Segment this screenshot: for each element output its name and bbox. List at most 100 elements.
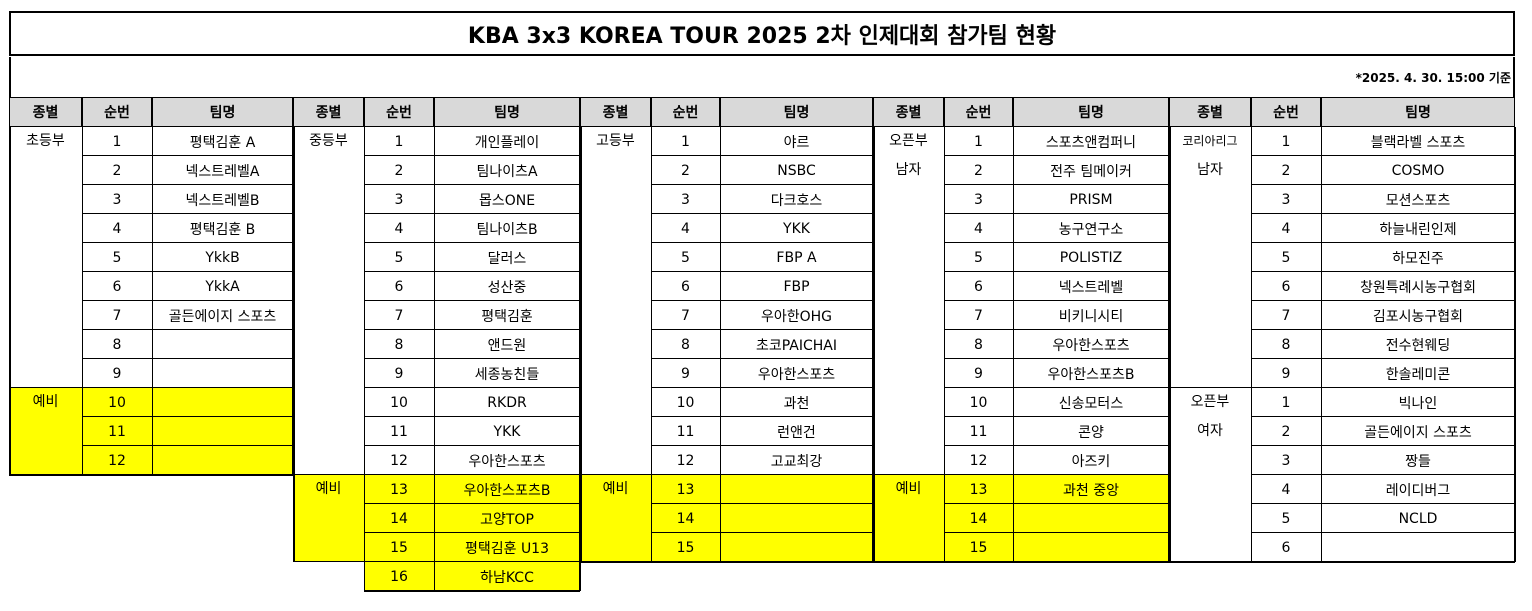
team-cell: 골든에이지 스포츠 xyxy=(1364,424,1472,441)
order-cell: 2 xyxy=(974,162,983,179)
grid-line xyxy=(873,561,1169,563)
team-cell: 앤드원 xyxy=(487,337,527,354)
header-order: 순번 xyxy=(944,97,1013,127)
order-cell: 5 xyxy=(1281,249,1291,266)
order-cell: 13 xyxy=(651,475,720,504)
team-cell: 레이디버그 xyxy=(1385,482,1451,499)
grid-line xyxy=(944,358,1169,359)
reserve-label: 예비 xyxy=(9,388,82,475)
division-name: 고등부 xyxy=(596,133,635,149)
team-cell: COSMO xyxy=(1391,162,1445,179)
grid-line xyxy=(82,184,293,185)
grid-line xyxy=(82,300,293,301)
order-cell: 12 xyxy=(969,452,988,469)
team-cell: 빅나인 xyxy=(1398,395,1438,412)
division-gender: 남자 xyxy=(895,162,922,178)
team-cell: 우아한스포츠B xyxy=(1047,366,1135,383)
division-name: 초등부 xyxy=(26,133,65,149)
order-cell: 9 xyxy=(681,365,690,382)
team-cell: 세종농친들 xyxy=(474,366,540,383)
page-title: KBA 3x3 KOREA TOUR 2025 2차 인제대회 참가팀 현황 xyxy=(9,11,1515,56)
team-cell: 스포츠앤컴퍼니 xyxy=(1045,134,1137,151)
grid-line xyxy=(364,358,580,359)
grid-line xyxy=(651,503,873,504)
team-cell xyxy=(152,446,293,475)
grid-line xyxy=(82,445,293,446)
grid-line xyxy=(1251,329,1515,330)
header-order: 순번 xyxy=(364,97,434,127)
grid-line xyxy=(651,358,873,359)
team-cell xyxy=(152,359,293,388)
grid-line xyxy=(364,445,580,446)
order-cell: 5 xyxy=(681,249,690,266)
order-cell: 1 xyxy=(1281,133,1291,150)
grid-line xyxy=(944,184,1169,185)
order-cell: 7 xyxy=(974,307,983,324)
grid-line xyxy=(944,445,1169,446)
team-cell: 우아한OHG xyxy=(760,308,833,325)
team-cell: FBP A xyxy=(776,249,817,266)
header-division: 종별 xyxy=(293,97,364,127)
grid-line xyxy=(364,532,580,533)
grid-line xyxy=(944,271,1169,272)
order-cell: 6 xyxy=(112,278,122,295)
division-name: 예비 xyxy=(315,481,342,497)
order-cell: 10 xyxy=(969,394,988,411)
grid-line xyxy=(580,474,651,475)
grid-line xyxy=(364,242,580,243)
grid-line xyxy=(364,562,365,591)
header-team: 팀명 xyxy=(1321,97,1515,127)
grid-line xyxy=(82,416,293,417)
order-cell: 2 xyxy=(112,162,122,179)
grid-line xyxy=(1251,387,1515,388)
grid-line xyxy=(651,127,652,562)
division-name: 오픈부 xyxy=(1190,394,1230,410)
grid-line xyxy=(944,416,1169,417)
order-cell: 2 xyxy=(394,162,404,179)
grid-line xyxy=(364,155,580,156)
order-cell: 12 xyxy=(676,452,695,469)
division-name: 오픈부 xyxy=(889,133,928,149)
grid-line xyxy=(651,416,873,417)
grid-line xyxy=(364,503,580,504)
grid-line xyxy=(1251,213,1515,214)
reserve-label: 예비 xyxy=(580,475,651,562)
grid-line xyxy=(873,127,875,562)
grid-line xyxy=(944,213,1169,214)
order-cell: 5 xyxy=(394,249,404,266)
team-cell xyxy=(152,330,293,359)
team-cell: 농구연구소 xyxy=(1058,221,1124,238)
basis-timestamp: *2025. 4. 30. 15:00 기준 xyxy=(9,57,1515,97)
order-cell: 3 xyxy=(681,191,690,208)
order-cell: 14 xyxy=(651,504,720,533)
grid-line xyxy=(293,590,580,592)
order-cell: 7 xyxy=(394,307,404,324)
order-cell: 2 xyxy=(1281,162,1291,179)
team-cell: YKK xyxy=(783,220,810,237)
team-cell: 성산중 xyxy=(487,279,527,296)
grid-line xyxy=(1251,416,1515,417)
grid-line xyxy=(82,242,293,243)
grid-line xyxy=(1251,503,1515,504)
division-gender: 남자 xyxy=(1197,162,1223,178)
order-cell: 13 xyxy=(364,475,434,504)
grid-line xyxy=(364,387,580,388)
grid-line xyxy=(651,155,873,156)
team-cell: 다크호스 xyxy=(770,192,823,209)
order-cell: 3 xyxy=(974,191,983,208)
team-cell: NSBC xyxy=(777,162,816,179)
team-cell: 신송모터스 xyxy=(1058,395,1124,412)
order-cell: 1 xyxy=(1281,394,1291,411)
team-cell: 고양TOP xyxy=(434,504,580,533)
team-cell: 야르 xyxy=(783,134,810,151)
header-order: 순번 xyxy=(651,97,720,127)
grid-line xyxy=(364,416,580,417)
team-cell: 우아한스포츠 xyxy=(468,453,546,470)
grid-line xyxy=(364,329,580,330)
team-cell: NCLD xyxy=(1398,510,1438,527)
order-cell: 2 xyxy=(1281,423,1291,440)
order-cell: 12 xyxy=(390,452,408,469)
grid-line xyxy=(1251,445,1515,446)
grid-line xyxy=(944,532,1169,533)
